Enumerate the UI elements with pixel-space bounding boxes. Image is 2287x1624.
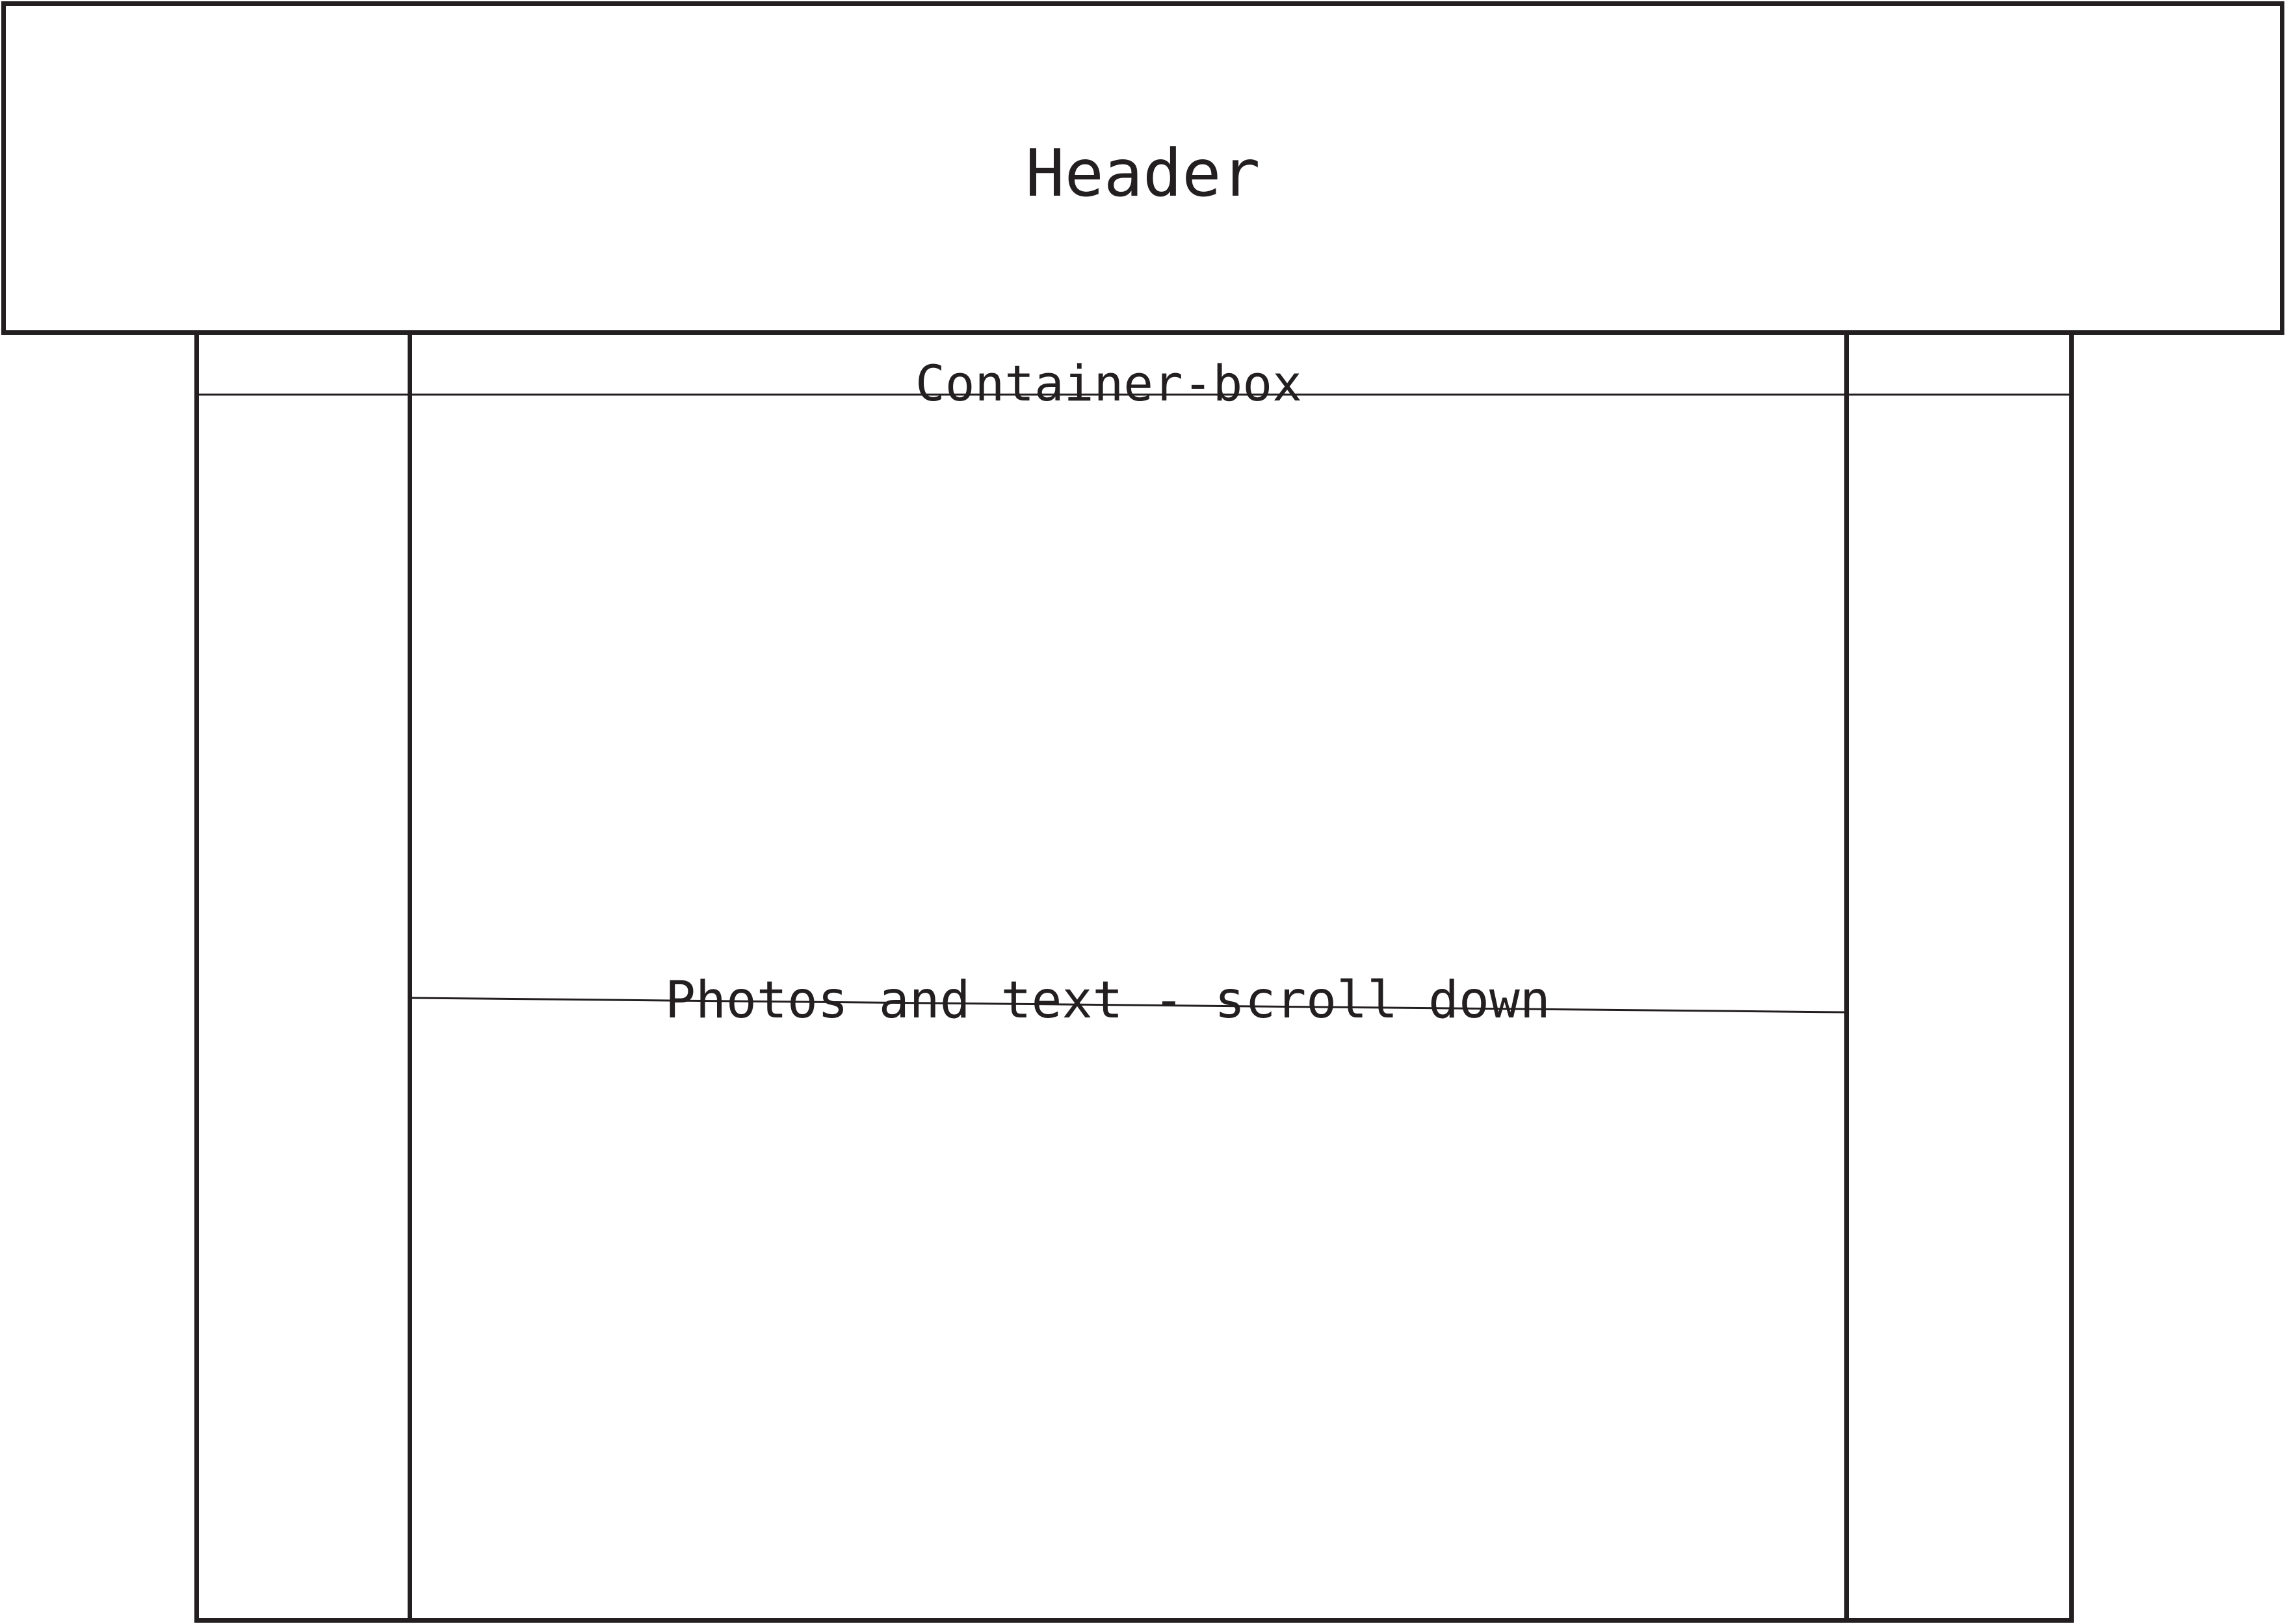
- left-column-divider: [408, 330, 412, 1623]
- right-column-divider: [1844, 330, 1849, 1623]
- container-box: [194, 330, 2074, 1623]
- container-box-label: Container-box: [915, 354, 1302, 412]
- header-box: Header: [1, 1, 2284, 335]
- content-area-label: Photos and text - scroll down: [665, 971, 1550, 1030]
- header-label: Header: [1025, 135, 1261, 211]
- content-label-line: [412, 997, 1845, 1014]
